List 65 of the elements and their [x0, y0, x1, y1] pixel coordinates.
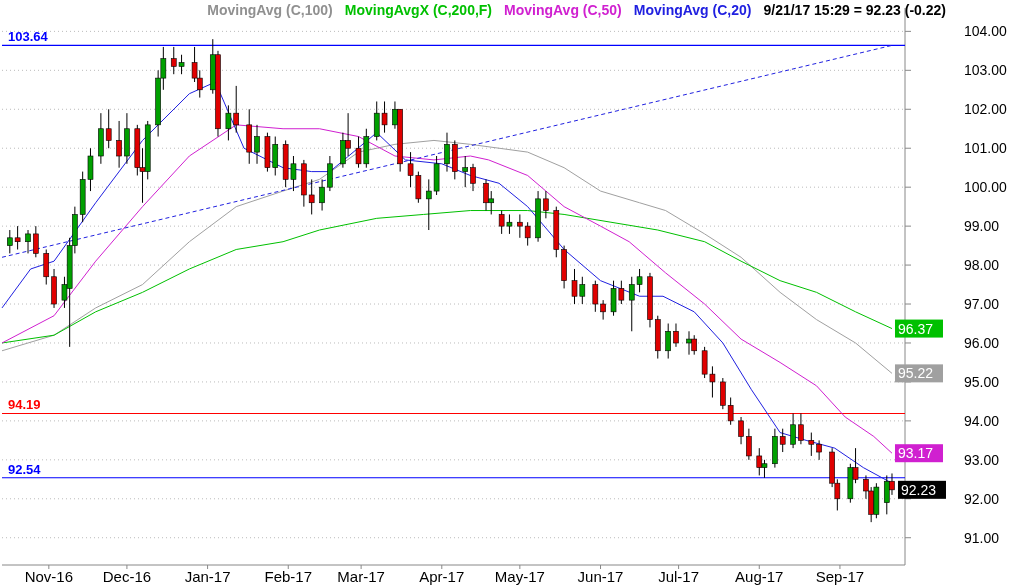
candlestick — [746, 428, 752, 461]
candlestick — [116, 120, 122, 169]
candlestick — [543, 190, 549, 219]
candlestick — [308, 178, 315, 215]
text: MovingAvg (C,100) — [207, 2, 333, 18]
y-tick-label: 103.00 — [964, 62, 1008, 79]
y-tick-label: 95.00 — [964, 373, 1000, 390]
candlestick — [600, 299, 606, 321]
x-tick-label: Jul-17 — [658, 568, 700, 585]
x-tick-label: Jun-17 — [577, 568, 624, 585]
x-tick-label: Apr-17 — [419, 568, 465, 585]
candlestick — [444, 132, 450, 173]
y-tick-label: 91.00 — [964, 529, 1000, 546]
text: MovingAvg (C,20) — [633, 2, 752, 18]
candlestick — [327, 155, 333, 192]
candlestick — [254, 124, 260, 165]
y-tick-label: 97.00 — [964, 296, 1000, 313]
x-tick-label: Jan-17 — [184, 568, 231, 585]
x-tick-label: Nov-16 — [24, 568, 74, 585]
candlestick — [790, 412, 796, 449]
candlestick — [592, 280, 599, 313]
y-tick-label: 102.00 — [964, 101, 1008, 118]
y-tick-label: 96.00 — [964, 334, 1000, 351]
candlestick — [470, 163, 476, 192]
x-tick-label: Sep-17 — [815, 568, 865, 585]
y-tick-label: 92.00 — [964, 490, 1000, 507]
ref-line-label: 94.19 — [8, 397, 41, 413]
candlestick — [798, 412, 804, 445]
candlestick — [816, 439, 822, 461]
data-label: 96.37 — [897, 320, 934, 337]
y-tick-label: 98.00 — [964, 257, 1000, 274]
ref-line-label: 92.54 — [8, 461, 42, 477]
annotation: 92.23 — [900, 481, 937, 498]
x-tick-label: May-17 — [494, 568, 545, 585]
candlestick — [738, 416, 744, 445]
x-tick-label: Aug-17 — [735, 568, 784, 585]
y-tick-label: 94.00 — [964, 412, 1000, 429]
line-series — [1, 139, 893, 374]
candlestick — [462, 155, 469, 188]
y-tick-label: 100.00 — [964, 179, 1008, 196]
y-tick-label: 101.00 — [964, 140, 1008, 157]
x-tick-label: Mar-17 — [337, 568, 385, 585]
candlestick — [779, 428, 786, 453]
candlestick — [25, 229, 31, 254]
candlestick — [808, 432, 815, 457]
data-label: 95.22 — [897, 365, 934, 382]
y-tick-label: 104.00 — [964, 23, 1008, 40]
candlestick — [517, 213, 523, 239]
line-series — [1, 210, 893, 344]
candlestick — [105, 108, 112, 149]
ref-line-label: 103.64 — [8, 29, 49, 45]
data-label: 93.17 — [897, 445, 934, 462]
candlestick — [673, 323, 679, 348]
y-tick-label: 99.00 — [964, 218, 1000, 235]
text: MovingAvg (C,50) — [504, 2, 622, 18]
candlestick — [665, 323, 671, 360]
y-tick-label: 93.00 — [964, 451, 1000, 468]
candlestick — [43, 249, 50, 286]
chart-title: 9/21/17 15:29 = 92.23 (-0.22) — [763, 2, 946, 18]
text: MovingAvgX (C,200,F) — [344, 2, 493, 18]
x-tick-label: Dec-16 — [102, 568, 152, 585]
candlestick — [33, 225, 39, 258]
x-tick-label: Feb-17 — [264, 568, 313, 585]
candlestick — [319, 178, 325, 212]
candlestick — [524, 221, 531, 247]
